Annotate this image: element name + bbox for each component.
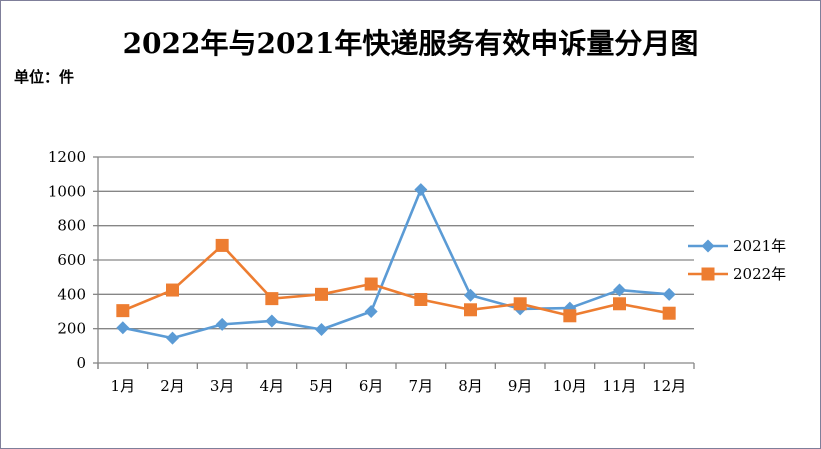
x-tick-label-7: 7月 [409,377,434,395]
y-tick-label-0: 0 [76,354,86,372]
series-1-point-5 [315,323,328,337]
series-2-point-4 [265,292,279,306]
x-tick-label-2: 2月 [160,377,185,395]
series-line-2 [122,244,670,318]
x-tick-label-12: 12月 [652,377,686,395]
x-tick-label-5: 5月 [309,377,334,395]
series-1 [116,183,676,345]
x-tick-label-9: 9月 [508,377,533,395]
series-2-point-5 [315,287,328,301]
legend-entry-1: 2021年 [688,237,786,255]
y-tick-label-800: 800 [57,217,86,235]
series-2-point-8 [464,303,477,317]
legend: 2021年 2022年 [688,237,786,283]
series-1-point-11 [613,283,626,297]
axes [93,156,695,369]
x-tick-label-6: 6月 [359,377,384,395]
series-1-point-3 [215,317,229,331]
series-2-point-6 [364,277,378,291]
unit-label: 单位：件 [14,68,75,86]
x-tick-label-8: 8月 [458,377,483,395]
series-1-point-6 [364,305,378,318]
series-2-point-9 [513,297,527,311]
series-2 [116,238,676,323]
y-tick-label-400: 400 [57,285,86,303]
legend-label-2: 2022年 [733,265,786,283]
series-1-point-7 [414,183,428,197]
series-1-point-4 [265,314,279,328]
legend-marker-1 [701,239,715,253]
series-layer [116,183,676,345]
x-tick-label-11: 11月 [602,377,636,395]
series-1-point-12 [662,287,676,301]
series-2-point-12 [662,306,676,320]
y-tick-label-1200: 1200 [48,148,86,166]
legend-entry-2: 2022年 [688,265,786,283]
series-2-point-11 [613,297,626,311]
series-1-point-2 [166,331,179,345]
series-2-point-1 [116,304,130,318]
series-line-1 [122,188,670,340]
chart-title: 2022年与2021年快递服务有效申诉量分月图 [122,27,699,60]
legend-marker-2 [701,267,715,281]
tick-labels: 0 200 400 600 800 1000 1200 1月 2月 3月 4月 5月 6月 7月 8月 9月 1… [48,148,686,395]
series-2-point-3 [215,238,229,252]
series-1-point-1 [116,321,130,335]
x-tick-label-4: 4月 [260,377,285,395]
y-tick-label-600: 600 [57,251,86,269]
y-tick-label-1000: 1000 [48,182,86,200]
series-2-point-10 [563,309,577,323]
gridlines [98,156,694,330]
x-tick-label-10: 10月 [553,377,587,395]
x-tick-label-1: 1月 [111,377,136,395]
series-1-point-8 [464,288,477,302]
x-tick-label-3: 3月 [210,377,235,395]
series-2-point-2 [166,283,179,297]
series-2-point-7 [414,292,428,306]
legend-label-1: 2021年 [733,237,786,255]
y-tick-label-200: 200 [57,320,86,338]
